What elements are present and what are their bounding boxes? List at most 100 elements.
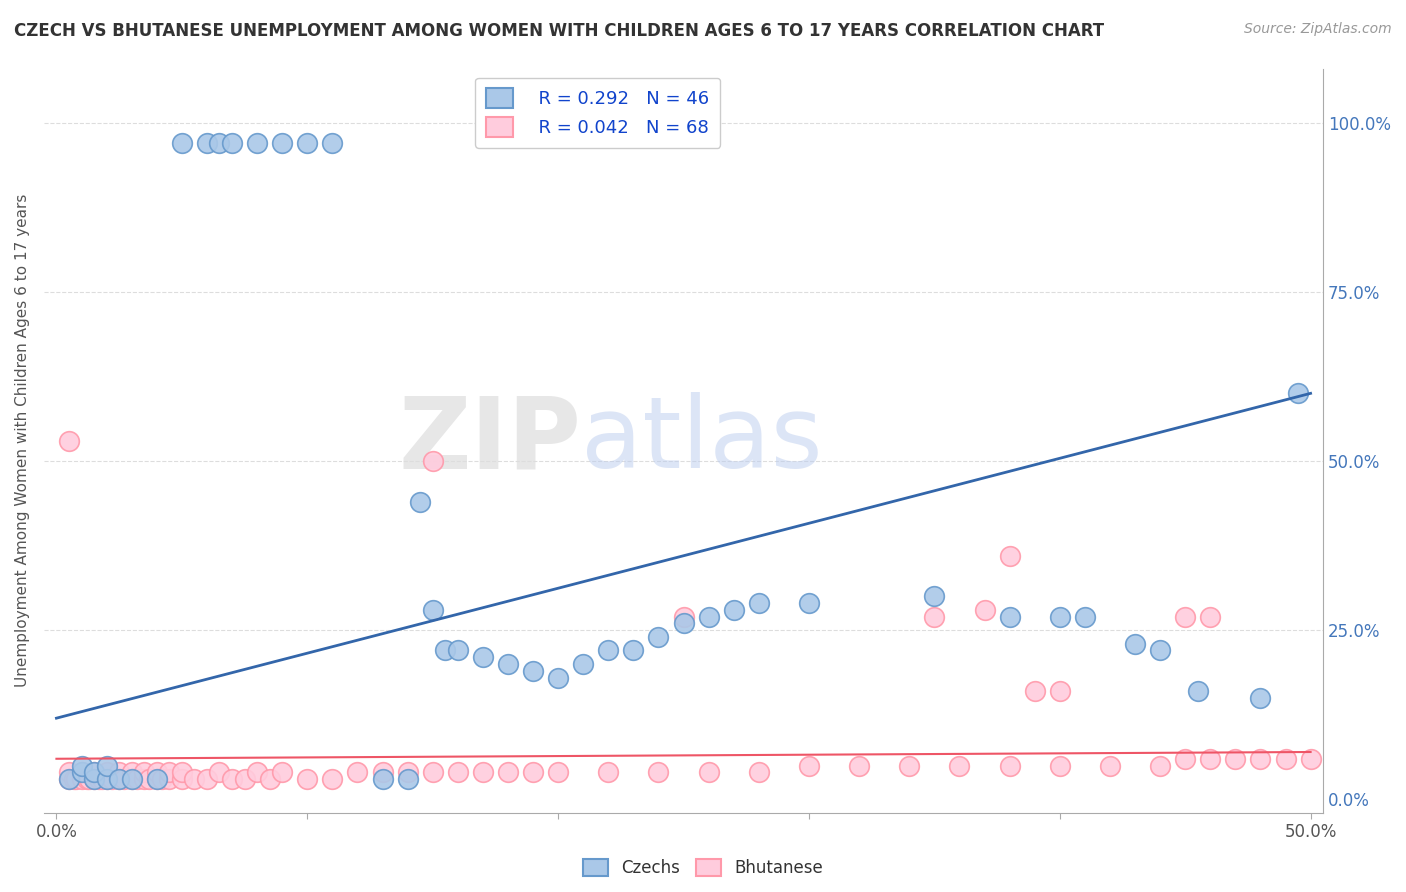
Point: [145, 765, 167, 780]
Point: [1187, 684, 1209, 698]
Text: CZECH VS BHUTANESE UNEMPLOYMENT AMONG WOMEN WITH CHILDREN AGES 6 TO 17 YEARS COR: CZECH VS BHUTANESE UNEMPLOYMENT AMONG WO…: [14, 22, 1104, 40]
Point: [948, 758, 970, 772]
Point: [621, 643, 644, 657]
Point: [1199, 752, 1222, 766]
Point: [1123, 637, 1146, 651]
Point: [371, 765, 394, 780]
Legend: Czechs, Bhutanese: Czechs, Bhutanese: [576, 852, 830, 884]
Point: [170, 765, 193, 780]
Y-axis label: Unemployment Among Women with Children Ages 6 to 17 years: Unemployment Among Women with Children A…: [15, 194, 30, 688]
Point: [1074, 609, 1097, 624]
Text: atlas: atlas: [581, 392, 823, 489]
Point: [1286, 386, 1309, 401]
Point: [96, 772, 118, 786]
Point: [998, 609, 1021, 624]
Point: [157, 765, 180, 780]
Point: [1225, 752, 1247, 766]
Point: [598, 643, 620, 657]
Point: [396, 765, 419, 780]
Point: [208, 136, 231, 150]
Point: [145, 772, 167, 786]
Point: [396, 772, 419, 786]
Point: [112, 772, 135, 786]
Point: [83, 765, 105, 780]
Point: [723, 603, 745, 617]
Point: [183, 772, 205, 786]
Point: [848, 758, 870, 772]
Point: [157, 772, 180, 786]
Point: [96, 765, 118, 780]
Legend:   R = 0.292   N = 46,   R = 0.042   N = 68: R = 0.292 N = 46, R = 0.042 N = 68: [475, 78, 720, 148]
Point: [973, 603, 995, 617]
Point: [371, 772, 394, 786]
Point: [76, 772, 98, 786]
Point: [496, 657, 519, 671]
Point: [647, 765, 669, 780]
Point: [90, 772, 112, 786]
Point: [65, 772, 87, 786]
Point: [58, 765, 80, 780]
Point: [1249, 752, 1271, 766]
Point: [547, 671, 569, 685]
Point: [598, 765, 620, 780]
Point: [100, 772, 122, 786]
Point: [271, 136, 294, 150]
Point: [170, 772, 193, 786]
Point: [70, 765, 93, 780]
Point: [108, 772, 131, 786]
Point: [748, 765, 770, 780]
Point: [121, 765, 143, 780]
Point: [1199, 609, 1222, 624]
Point: [70, 765, 93, 780]
Point: [422, 765, 444, 780]
Point: [134, 772, 156, 786]
Point: [83, 772, 105, 786]
Point: [471, 765, 494, 780]
Point: [121, 772, 143, 786]
Point: [672, 609, 695, 624]
Point: [1024, 684, 1046, 698]
Point: [797, 596, 820, 610]
Point: [422, 454, 444, 468]
Point: [58, 434, 80, 448]
Point: [259, 772, 281, 786]
Point: [434, 643, 457, 657]
Point: [924, 609, 946, 624]
Point: [547, 765, 569, 780]
Point: [221, 136, 243, 150]
Text: Source: ZipAtlas.com: Source: ZipAtlas.com: [1244, 22, 1392, 37]
Point: [58, 772, 80, 786]
Point: [195, 772, 218, 786]
Point: [83, 765, 105, 780]
Point: [1274, 752, 1296, 766]
Point: [1299, 752, 1322, 766]
Point: [1174, 752, 1197, 766]
Point: [83, 772, 105, 786]
Point: [647, 630, 669, 644]
Point: [321, 772, 343, 786]
Point: [271, 765, 294, 780]
Point: [297, 772, 319, 786]
Point: [748, 596, 770, 610]
Point: [70, 758, 93, 772]
Point: [1049, 609, 1071, 624]
Point: [63, 772, 86, 786]
Point: [898, 758, 921, 772]
Point: [697, 765, 720, 780]
Point: [134, 765, 156, 780]
Point: [70, 772, 93, 786]
Text: ZIP: ZIP: [398, 392, 581, 489]
Point: [108, 772, 131, 786]
Point: [1249, 690, 1271, 705]
Point: [447, 643, 470, 657]
Point: [496, 765, 519, 780]
Point: [208, 765, 231, 780]
Point: [58, 772, 80, 786]
Point: [1049, 684, 1071, 698]
Point: [522, 765, 544, 780]
Point: [1098, 758, 1121, 772]
Point: [1149, 643, 1171, 657]
Point: [195, 136, 218, 150]
Point: [924, 590, 946, 604]
Point: [346, 765, 368, 780]
